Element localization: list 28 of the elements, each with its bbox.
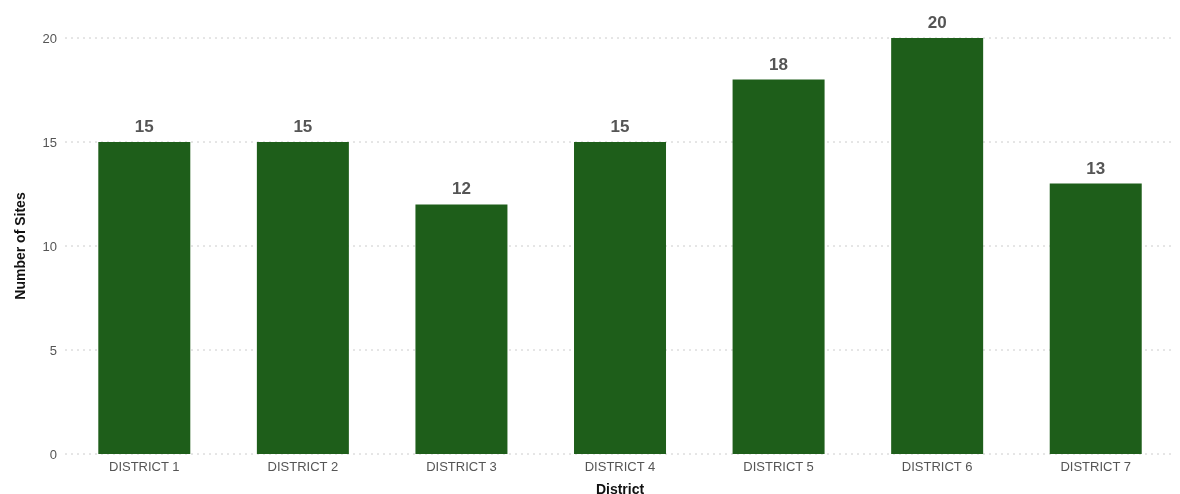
data-label: 20 (927, 13, 947, 32)
data-label: 15 (293, 117, 313, 136)
x-tick-label: DISTRICT 2 (267, 459, 339, 475)
x-tick-label: DISTRICT 4 (584, 459, 656, 475)
x-tick-label: DISTRICT 7 (1060, 459, 1131, 475)
data-label: 12 (451, 179, 471, 199)
x-tick-label: DISTRICT 6 (901, 459, 973, 475)
y-tick-label: 10 (42, 238, 57, 254)
bar (891, 38, 984, 454)
bar (256, 142, 349, 454)
x-tick-label: DISTRICT 5 (743, 459, 814, 475)
y-tick-label: 5 (49, 342, 57, 358)
x-tick-label: DISTRICT 1 (109, 459, 180, 475)
data-label: 15 (134, 117, 154, 136)
y-axis-title: Number of Sites (11, 192, 28, 300)
data-label: 15 (610, 117, 630, 136)
bar (415, 204, 508, 454)
y-tick-label: 0 (49, 446, 57, 462)
x-axis-title: District (595, 481, 645, 494)
x-tick-label: DISTRICT 3 (426, 459, 497, 475)
bar (98, 142, 191, 454)
data-label: 13 (1086, 158, 1106, 178)
y-tick-label: 15 (42, 134, 57, 150)
bar (732, 79, 825, 454)
bar (1049, 183, 1142, 454)
y-tick-label: 20 (42, 30, 57, 46)
bar (574, 142, 667, 454)
data-label: 18 (769, 54, 789, 74)
